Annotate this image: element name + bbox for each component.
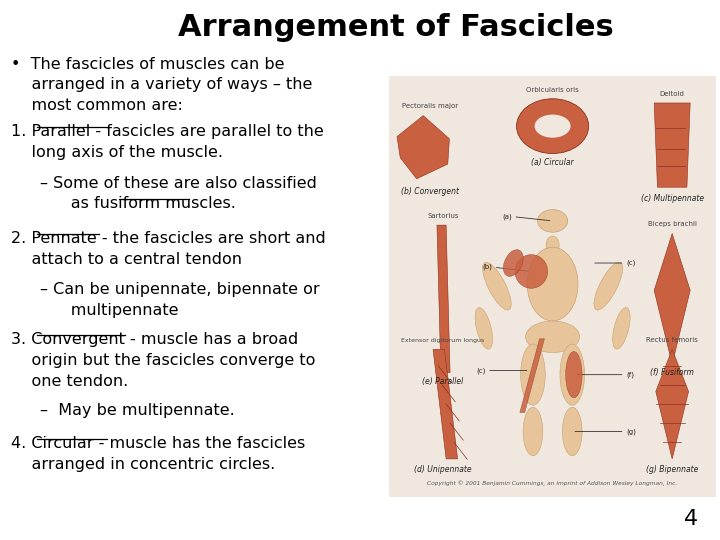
Text: •  The fascicles of muscles can be: • The fascicles of muscles can be: [11, 57, 284, 72]
Text: (c): (c): [626, 260, 636, 266]
Ellipse shape: [521, 344, 545, 405]
Text: 1. Parallel - fascicles are parallel to the: 1. Parallel - fascicles are parallel to …: [11, 124, 323, 139]
Text: arranged in concentric circles.: arranged in concentric circles.: [11, 456, 275, 471]
Text: 4. Circular - muscle has the fascicles: 4. Circular - muscle has the fascicles: [11, 436, 305, 451]
Ellipse shape: [546, 236, 559, 254]
Text: (c) Multipennate: (c) Multipennate: [641, 193, 703, 202]
Text: – Can be unipennate, bipennate or: – Can be unipennate, bipennate or: [40, 282, 319, 297]
Text: Deltoid: Deltoid: [660, 91, 685, 97]
Ellipse shape: [515, 254, 548, 288]
Text: (d) Unipennate: (d) Unipennate: [414, 465, 472, 474]
Text: (a): (a): [502, 213, 512, 220]
Ellipse shape: [482, 262, 511, 310]
Text: Orbicularis oris: Orbicularis oris: [526, 87, 579, 93]
Polygon shape: [656, 349, 688, 459]
Polygon shape: [654, 103, 690, 187]
Ellipse shape: [566, 352, 582, 398]
Text: as fusiform muscles.: as fusiform muscles.: [40, 196, 235, 211]
Text: Rectus femoris: Rectus femoris: [647, 337, 698, 343]
Ellipse shape: [534, 114, 571, 138]
Text: (f) Fusiform: (f) Fusiform: [650, 368, 694, 377]
Ellipse shape: [503, 249, 523, 276]
Ellipse shape: [475, 308, 492, 349]
Text: (g) Bipennate: (g) Bipennate: [646, 465, 698, 474]
Text: (g): (g): [626, 428, 636, 435]
Text: Pectoralis major: Pectoralis major: [402, 103, 458, 109]
Text: (a) Circular: (a) Circular: [531, 158, 574, 167]
Text: 2. Pennate - the fascicles are short and: 2. Pennate - the fascicles are short and: [11, 231, 325, 246]
Text: long axis of the muscle.: long axis of the muscle.: [11, 145, 222, 160]
Polygon shape: [654, 233, 690, 364]
Ellipse shape: [523, 407, 543, 456]
Text: (f): (f): [626, 372, 634, 378]
Text: Biceps brachii: Biceps brachii: [648, 221, 697, 227]
Ellipse shape: [594, 262, 623, 310]
Text: (b): (b): [482, 264, 492, 271]
Text: Copyright © 2001 Benjamin Cummings, an imprint of Addison Wesley Longman, Inc.: Copyright © 2001 Benjamin Cummings, an i…: [428, 481, 678, 486]
Bar: [389, 76, 716, 497]
Text: multipennate: multipennate: [40, 302, 178, 318]
Text: origin but the fascicles converge to: origin but the fascicles converge to: [11, 353, 315, 368]
Ellipse shape: [562, 407, 582, 456]
Text: arranged in a variety of ways – the: arranged in a variety of ways – the: [11, 77, 312, 92]
Ellipse shape: [526, 321, 580, 353]
Text: attach to a central tendon: attach to a central tendon: [11, 252, 242, 267]
Text: (c): (c): [476, 367, 486, 374]
Ellipse shape: [613, 308, 630, 349]
Text: 4: 4: [684, 509, 698, 529]
Text: 3. Convergent - muscle has a broad: 3. Convergent - muscle has a broad: [11, 332, 298, 347]
Text: – Some of these are also classified: – Some of these are also classified: [40, 176, 317, 191]
Text: Sartorius: Sartorius: [427, 213, 459, 219]
Text: (b) Convergent: (b) Convergent: [401, 187, 459, 196]
Text: (e) Parallel: (e) Parallel: [422, 377, 464, 386]
Polygon shape: [397, 116, 449, 179]
Polygon shape: [520, 339, 544, 413]
Polygon shape: [433, 349, 458, 459]
Text: –  May be multipennate.: – May be multipennate.: [40, 403, 234, 418]
Ellipse shape: [527, 247, 578, 321]
Ellipse shape: [560, 344, 585, 405]
Text: one tendon.: one tendon.: [11, 374, 128, 389]
Text: most common are:: most common are:: [11, 98, 183, 113]
Text: Arrangement of Fascicles: Arrangement of Fascicles: [178, 14, 614, 43]
Text: Extensor digitorum longus: Extensor digitorum longus: [401, 338, 485, 343]
Polygon shape: [437, 225, 450, 373]
Circle shape: [538, 210, 567, 232]
Ellipse shape: [516, 99, 589, 153]
